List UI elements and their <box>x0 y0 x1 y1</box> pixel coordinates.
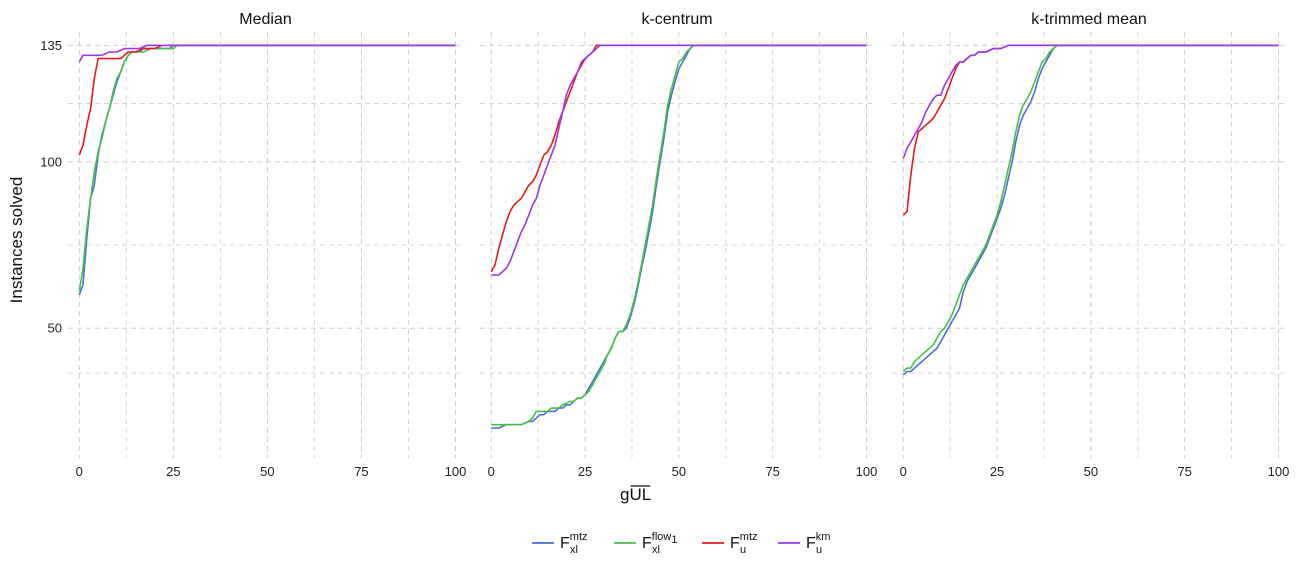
legend-label: Fkm u <box>806 531 830 556</box>
grid <box>892 32 1286 458</box>
panel-3: k-trimmed mean 0 25 50 75 100 <box>892 11 1289 479</box>
y-tick-label: 50 <box>48 321 62 336</box>
series-line-u_mtz <box>490 44 867 272</box>
legend-item-u_km: Fkm u <box>778 531 830 556</box>
panel-title: Median <box>239 11 291 28</box>
legend-item-xl_mtz: Fmtz xl <box>532 531 588 556</box>
panel-title: k-centrum <box>641 11 712 28</box>
series-line-xl_flow <box>78 44 456 292</box>
legend-label: Fmtz xl <box>560 531 588 556</box>
legend-label: Fflow1 xl <box>642 531 677 556</box>
x-axis-title: gUL <box>620 485 651 504</box>
x-tick-label: 75 <box>1177 464 1191 479</box>
x-tick-label: 25 <box>578 464 592 479</box>
x-tick-label: 100 <box>445 464 467 479</box>
x-tick-label: 100 <box>856 464 878 479</box>
x-tick-label: 75 <box>354 464 368 479</box>
y-axis-title: Instances solved <box>7 177 26 304</box>
legend-item-xl_flow: Fflow1 xl <box>614 531 677 556</box>
x-tick-label: 25 <box>990 464 1004 479</box>
x-tick-label: 0 <box>488 464 495 479</box>
series-line-u_mtz <box>78 44 456 156</box>
series-line-u_km <box>78 44 456 63</box>
legend: Fmtz xl Fflow1 xl Fmtz u Fkm u <box>532 531 830 556</box>
x-tick-label: 0 <box>900 464 907 479</box>
series-line-u_km <box>902 44 1279 159</box>
x-tick-label: 50 <box>1084 464 1098 479</box>
series-line-xl_flow <box>902 44 1279 373</box>
x-axis-title-overline: UL <box>629 485 651 504</box>
x-tick-label: 0 <box>76 464 83 479</box>
legend-item-u_mtz: Fmtz u <box>702 531 758 556</box>
x-tick-label: 50 <box>672 464 686 479</box>
x-tick-label: 100 <box>1268 464 1290 479</box>
grid <box>68 32 463 458</box>
series-line-u_km <box>491 44 867 276</box>
series-line-xl_flow <box>491 44 867 426</box>
panel-title: k-trimmed mean <box>1031 11 1147 28</box>
panel-1: Median 0 25 50 75 100 <box>68 11 466 479</box>
grid <box>480 32 874 458</box>
y-tick-label: 100 <box>40 154 62 169</box>
y-tick-label: 135 <box>40 38 62 53</box>
series-line-xl_mtz <box>491 44 867 429</box>
y-tick-labels: 50 100 135 <box>40 38 62 336</box>
x-tick-label: 25 <box>166 464 180 479</box>
x-axis-title-base: g <box>620 485 629 504</box>
series-line-xl_mtz <box>902 44 1279 376</box>
panel-2: k-centrum 0 25 50 75 100 <box>480 11 877 479</box>
legend-label: Fmtz u <box>730 531 758 556</box>
x-tick-label: 50 <box>260 464 274 479</box>
svg-text:gUL: gUL <box>620 485 651 504</box>
x-tick-label: 75 <box>765 464 779 479</box>
